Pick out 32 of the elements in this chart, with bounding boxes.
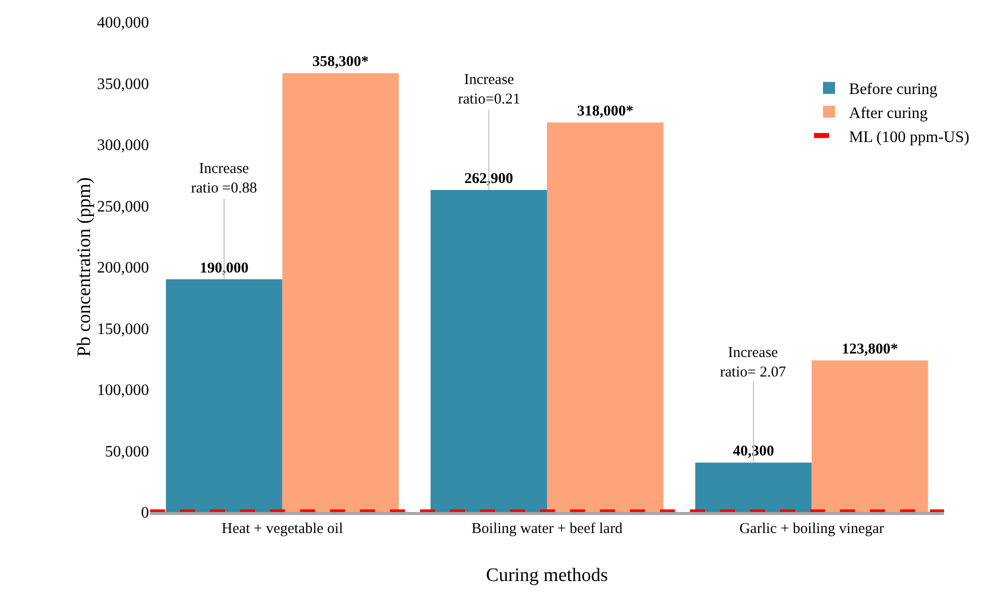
x-axis-title: Curing methods xyxy=(486,565,608,586)
data-label: 358,300* xyxy=(312,54,369,70)
x-tick-label: Heat + vegetable oil xyxy=(222,521,343,537)
y-tick-label: 50,000 xyxy=(105,443,149,460)
legend-label: After curing xyxy=(849,104,928,122)
y-axis-title: Pb concentration (ppm) xyxy=(74,177,95,357)
y-tick-label: 350,000 xyxy=(97,76,149,93)
data-label: 190,000 xyxy=(200,260,248,276)
y-tick-label: 300,000 xyxy=(97,137,149,154)
bar xyxy=(282,73,399,512)
y-tick-label: 200,000 xyxy=(97,260,149,277)
annotation: Increase ratio=0.21 xyxy=(458,72,520,108)
x-tick-label: Garlic + boiling vinegar xyxy=(739,521,884,537)
y-tick-label: 400,000 xyxy=(97,14,149,32)
legend-label: ML (100 ppm-US) xyxy=(849,128,970,146)
y-tick-label: 250,000 xyxy=(97,198,149,216)
bar xyxy=(547,122,664,512)
annotation: Increase ratio =0.88 xyxy=(191,161,257,196)
annotation: Increase ratio= 2.07 xyxy=(720,345,786,380)
data-label: 318,000* xyxy=(577,103,634,120)
data-label: 123,800* xyxy=(842,341,898,358)
bar xyxy=(812,360,928,512)
bar xyxy=(695,462,812,512)
y-tick-label: 150,000 xyxy=(97,320,149,338)
data-label: 262,900 xyxy=(464,170,514,187)
bar xyxy=(430,190,547,512)
x-tick-label: Boiling water + beef lard xyxy=(472,521,623,537)
data-label: 40,300 xyxy=(732,444,774,460)
y-tick-label: 100,000 xyxy=(97,382,149,400)
y-tick-label: 0 xyxy=(141,504,149,522)
bar xyxy=(166,279,282,512)
legend-label: Before curing xyxy=(849,81,938,98)
